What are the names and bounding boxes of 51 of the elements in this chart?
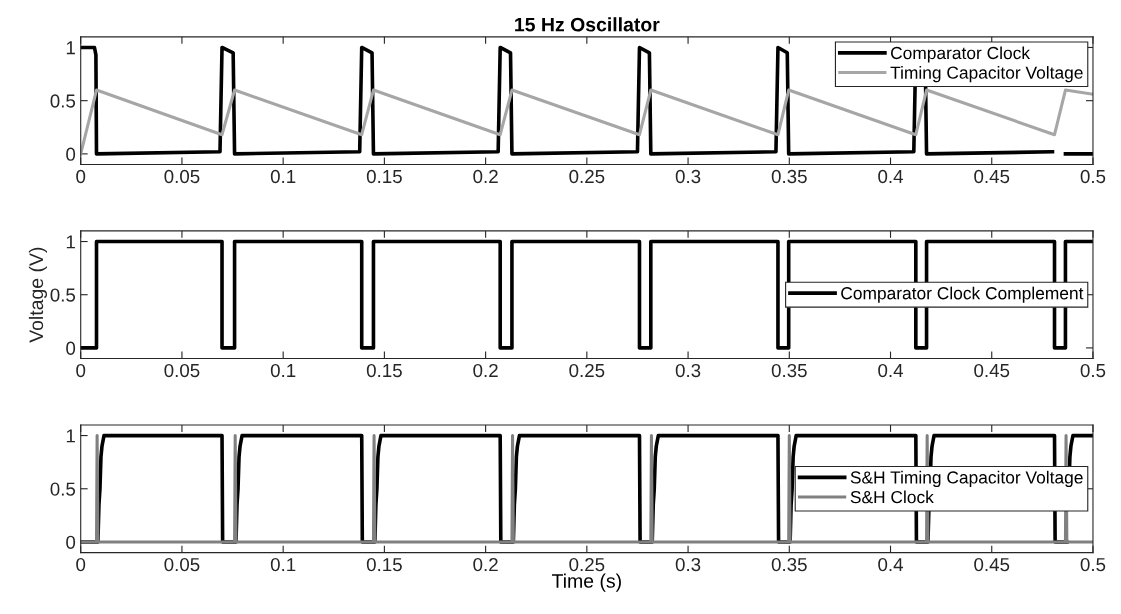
legend-label: Comparator Clock Complement	[841, 286, 1084, 303]
x-tick-label: 0.3	[675, 557, 701, 572]
x-tick-label: 0.35	[771, 557, 807, 572]
x-tick-label: 0.35	[771, 169, 807, 184]
x-tick-label: 0.3	[675, 169, 701, 184]
x-tick-label: 0.5	[1080, 557, 1106, 572]
legend-label: Comparator Clock	[891, 46, 1031, 63]
y-tick-label: 0.5	[50, 94, 76, 108]
x-tick-label: 0.15	[366, 169, 402, 184]
x-tick-label: 0	[76, 557, 86, 572]
x-tick-label: 0.2	[473, 557, 498, 572]
y-tick-label: 1	[66, 429, 75, 443]
x-tick-label: 0.05	[164, 363, 200, 378]
x-axis-title: Time (s)	[552, 573, 621, 592]
x-tick-label: 0.05	[164, 169, 200, 184]
x-tick-label: 0.4	[878, 169, 904, 184]
x-tick-label: 0.1	[270, 557, 296, 572]
legend-label: S&H Timing Capacitor Voltage	[850, 470, 1083, 488]
x-tick-label: 0.35	[771, 363, 807, 378]
x-tick-label: 0.25	[569, 169, 605, 184]
line-series	[80, 88, 1093, 156]
y-tick-label: 0	[66, 147, 76, 161]
y-tick-label: 0.5	[50, 482, 76, 496]
y-tick-label: 0	[66, 341, 76, 355]
x-tick-label: 0.15	[366, 363, 402, 378]
x-tick-label: 0.2	[473, 363, 498, 378]
x-tick-label: 0.05	[164, 557, 200, 572]
x-tick-label: 0.45	[974, 557, 1010, 572]
x-tick-label: 0	[76, 363, 86, 378]
x-tick-label: 0.1	[270, 363, 296, 378]
y-tick-label: 0	[66, 535, 76, 549]
x-tick-label: 0.25	[569, 557, 605, 572]
x-tick-label: 0.1	[270, 169, 296, 184]
x-tick-label: 0.4	[878, 363, 904, 378]
y-axis-title: Voltage (V)	[28, 247, 48, 343]
x-tick-label: 0.45	[974, 169, 1010, 184]
legend-label: Timing Capacitor Voltage	[890, 66, 1083, 83]
x-tick-label: 0.3	[675, 363, 701, 378]
legend-label: S&H Clock	[850, 490, 934, 504]
x-tick-label: 0	[76, 169, 86, 184]
x-tick-label: 0.2	[473, 169, 498, 184]
y-tick-label: 0.5	[50, 288, 76, 302]
x-tick-label: 0.5	[1080, 169, 1106, 184]
y-tick-label: 1	[66, 235, 75, 249]
y-tick-label: 1	[66, 41, 75, 55]
x-tick-label: 0.4	[878, 557, 904, 572]
x-tick-label: 0.25	[569, 363, 605, 378]
x-tick-label: 0.15	[366, 557, 402, 572]
x-tick-label: 0.5	[1080, 363, 1106, 378]
chart-title: 15 Hz Oscillator	[515, 17, 660, 32]
x-tick-label: 0.45	[974, 363, 1010, 378]
